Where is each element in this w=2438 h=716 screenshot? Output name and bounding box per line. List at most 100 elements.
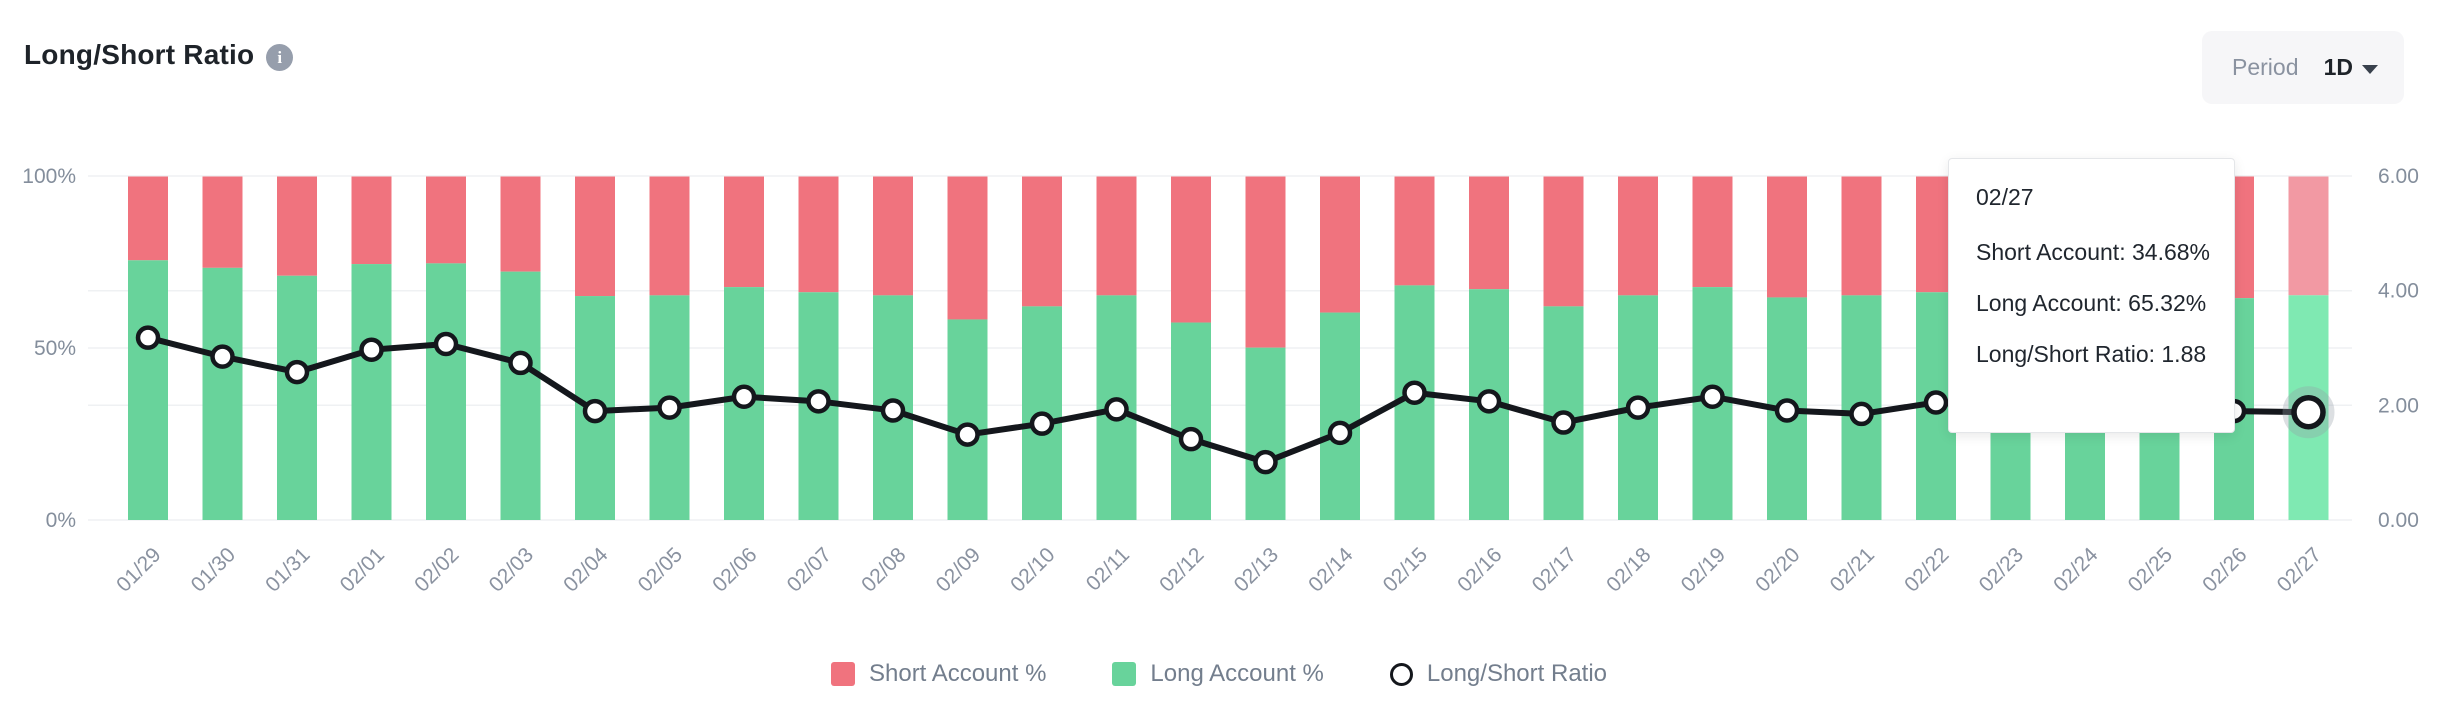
x-axis-tick-label: 02/07 xyxy=(783,543,836,596)
ratio-marker[interactable] xyxy=(135,325,161,350)
x-axis-tick-label: 01/31 xyxy=(261,543,314,596)
ratio-marker[interactable] xyxy=(1029,411,1055,436)
bar-long-segment[interactable] xyxy=(947,319,988,520)
ratio-marker[interactable] xyxy=(1476,389,1502,414)
bar-short-segment[interactable] xyxy=(128,176,168,261)
ratio-marker[interactable] xyxy=(1849,401,1874,427)
page-title: Long/Short Ratio xyxy=(24,38,255,70)
ratio-marker[interactable] xyxy=(1327,420,1353,446)
ratio-marker[interactable] xyxy=(433,331,459,357)
period-value: 1D xyxy=(2323,54,2353,80)
bar-short-segment[interactable] xyxy=(947,176,988,320)
chart-tooltip: 02/27 Short Account: 34.68% Long Account… xyxy=(1948,158,2235,433)
x-axis-tick-label: 01/30 xyxy=(187,543,240,596)
bar-short-segment[interactable] xyxy=(724,176,764,288)
x-axis-tick-label: 02/08 xyxy=(857,543,910,596)
ratio-marker[interactable] xyxy=(1700,384,1725,409)
x-axis-tick-label: 01/29 xyxy=(112,543,165,596)
bar-short-segment[interactable] xyxy=(1096,176,1137,296)
ratio-marker[interactable] xyxy=(210,344,235,369)
ratio-marker[interactable] xyxy=(582,398,608,424)
bar-long-segment[interactable] xyxy=(277,275,317,520)
bar-short-segment[interactable] xyxy=(1841,176,1882,296)
bar-long-segment[interactable] xyxy=(1320,312,1360,520)
bar-short-segment[interactable] xyxy=(1692,176,1733,288)
tooltip-date: 02/27 xyxy=(1976,184,2034,210)
bar-short-segment[interactable] xyxy=(798,176,839,293)
bar-long-segment[interactable] xyxy=(351,264,392,520)
bar-short-segment[interactable] xyxy=(1245,176,1286,348)
left-axis-tick-label: 100% xyxy=(22,165,76,188)
x-axis-tick-label: 02/16 xyxy=(1453,543,1506,596)
bar-long-segment[interactable] xyxy=(500,271,541,520)
legend-item-long-short-ratio[interactable]: Long/Short Ratio xyxy=(1389,660,1607,688)
bar-short-segment[interactable] xyxy=(1171,176,1211,323)
header: Long/Short Ratio i xyxy=(24,38,294,71)
x-axis-tick-label: 02/03 xyxy=(485,543,538,596)
bar-short-segment[interactable] xyxy=(277,176,317,276)
bar-short-segment[interactable] xyxy=(202,176,243,268)
bar-short-segment[interactable] xyxy=(2288,176,2329,296)
ratio-marker[interactable] xyxy=(1774,398,1800,423)
ratio-marker[interactable] xyxy=(359,337,384,362)
ratio-marker[interactable] xyxy=(657,395,682,420)
bar-long-segment[interactable] xyxy=(1171,322,1211,520)
ratio-marker[interactable] xyxy=(955,422,980,447)
ratio-marker[interactable] xyxy=(1178,426,1204,452)
x-axis-tick-label: 02/27 xyxy=(2273,543,2326,596)
bar-short-segment[interactable] xyxy=(649,176,690,296)
ratio-marker[interactable] xyxy=(508,350,533,376)
red-square-icon xyxy=(830,662,855,686)
ratio-marker[interactable] xyxy=(1625,395,1651,420)
legend-item-short-account[interactable]: Short Account % xyxy=(830,660,1047,688)
x-axis-tick-label: 02/02 xyxy=(410,543,463,596)
x-axis-tick-label: 02/06 xyxy=(708,543,761,596)
x-axis-tick-label: 02/09 xyxy=(932,543,985,596)
x-axis-tick-label: 02/04 xyxy=(559,543,613,597)
x-axis-tick-label: 02/10 xyxy=(1006,543,1059,596)
legend-item-label: Short Account % xyxy=(868,660,1047,687)
x-axis-tick-label: 02/21 xyxy=(1826,543,1879,596)
right-axis-tick-label: 4.00 xyxy=(2378,280,2419,303)
ratio-marker[interactable] xyxy=(731,384,757,409)
ratio-marker[interactable] xyxy=(1551,410,1576,435)
ratio-marker[interactable] xyxy=(1402,380,1427,405)
right-axis-tick-label: 2.00 xyxy=(2378,394,2419,417)
x-axis-tick-label: 02/23 xyxy=(1975,543,2028,596)
x-axis-tick-label: 02/14 xyxy=(1304,543,1358,597)
bar-short-segment[interactable] xyxy=(1394,176,1435,286)
ratio-marker-active[interactable] xyxy=(2291,394,2326,430)
info-icon[interactable]: i xyxy=(266,44,294,71)
legend-item-long-account[interactable]: Long Account % xyxy=(1112,660,1324,688)
bar-short-segment[interactable] xyxy=(1543,176,1584,307)
ratio-marker[interactable] xyxy=(806,389,831,414)
legend-circle-outline-icon xyxy=(1389,662,1413,686)
bar-short-segment[interactable] xyxy=(426,176,466,264)
ratio-marker[interactable] xyxy=(1253,449,1278,475)
period-selector[interactable]: Period 1D xyxy=(2202,31,2404,104)
period-label: Period xyxy=(2232,54,2299,80)
bar-long-segment[interactable] xyxy=(128,260,168,520)
ratio-marker[interactable] xyxy=(1923,390,1949,415)
bar-long-segment[interactable] xyxy=(1245,347,1286,520)
bar-short-segment[interactable] xyxy=(1320,176,1360,313)
bar-short-segment[interactable] xyxy=(1469,176,1509,290)
bar-short-segment[interactable] xyxy=(1618,176,1658,296)
bar-short-segment[interactable] xyxy=(1767,176,1807,298)
x-axis-tick-label: 02/15 xyxy=(1379,543,1432,596)
right-axis-tick-label: 6.00 xyxy=(2378,165,2419,188)
tooltip-long-account: Long Account: 65.32% xyxy=(1976,290,2207,316)
bar-long-segment[interactable] xyxy=(202,267,243,520)
bar-long-segment[interactable] xyxy=(426,263,466,520)
bar-short-segment[interactable] xyxy=(1022,176,1062,307)
bar-short-segment[interactable] xyxy=(575,176,615,297)
ratio-marker[interactable] xyxy=(284,359,310,385)
ratio-marker[interactable] xyxy=(1104,397,1129,422)
x-axis-tick-label: 02/17 xyxy=(1528,543,1581,596)
bar-short-segment[interactable] xyxy=(351,176,392,265)
bar-short-segment[interactable] xyxy=(873,176,913,296)
bar-short-segment[interactable] xyxy=(500,176,541,272)
ratio-marker[interactable] xyxy=(880,398,906,423)
left-axis-tick-label: 0% xyxy=(46,509,76,532)
